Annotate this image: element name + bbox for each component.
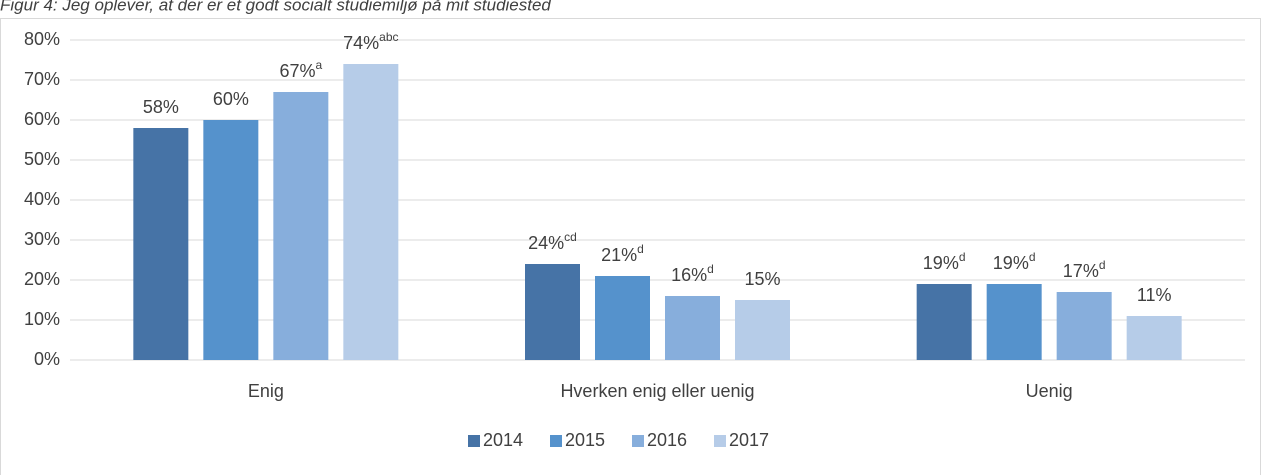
data-label-value: 11% [1137, 285, 1172, 305]
y-tick-label: 50% [24, 149, 60, 169]
y-tick-label: 70% [24, 69, 60, 89]
data-label-value: 15% [744, 269, 780, 289]
data-label-note: d [1029, 250, 1036, 264]
legend-label: 2016 [647, 430, 687, 450]
data-label-value: 21% [601, 245, 637, 265]
x-tick-label: Hverken enig eller uenig [560, 381, 754, 401]
data-label-value: 17% [1063, 261, 1099, 281]
y-tick-label: 60% [24, 109, 60, 129]
legend-swatch [632, 435, 644, 447]
data-label-value: 60% [213, 89, 249, 109]
data-label: 24%cd [528, 230, 577, 253]
data-label-note: a [316, 58, 323, 72]
bar [735, 300, 790, 360]
data-label-note: cd [564, 230, 577, 244]
data-label: 19%d [923, 250, 966, 273]
y-tick-label: 40% [24, 189, 60, 209]
bar [595, 276, 650, 360]
bar [133, 128, 189, 360]
data-label: 21%d [601, 242, 644, 265]
data-label: 58% [143, 97, 179, 117]
data-label: 67%a [279, 58, 322, 81]
y-tick-label: 0% [34, 349, 60, 369]
bar [343, 64, 399, 360]
data-label-note: d [1099, 258, 1106, 272]
bar [203, 120, 259, 360]
data-label: 60% [213, 89, 249, 109]
bar [665, 296, 720, 360]
y-tick-label: 20% [24, 269, 60, 289]
data-label: 11% [1137, 285, 1172, 305]
data-label-note: d [959, 250, 966, 264]
data-label: 16%d [671, 262, 714, 285]
x-tick-label: Enig [248, 381, 284, 401]
data-label-value: 19% [993, 253, 1029, 273]
data-label-value: 74% [343, 33, 379, 53]
bar [1056, 292, 1112, 360]
legend-label: 2014 [483, 430, 523, 450]
bar [273, 92, 329, 360]
legend-swatch [550, 435, 562, 447]
data-label: 19%d [993, 250, 1036, 273]
data-label-value: 16% [671, 265, 707, 285]
legend-label: 2017 [729, 430, 769, 450]
x-tick-label: Uenig [1026, 381, 1073, 401]
data-label: 17%d [1063, 258, 1106, 281]
bar [916, 284, 972, 360]
data-label-note: d [707, 262, 714, 276]
data-label-value: 58% [143, 97, 179, 117]
data-label-value: 24% [528, 233, 564, 253]
bar [1126, 316, 1182, 360]
data-label: 74%abc [343, 30, 398, 53]
data-label: 15% [744, 269, 780, 289]
data-label-note: d [637, 242, 644, 256]
chart-title: Figur 4: Jeg oplever, at der er et godt … [0, 0, 551, 14]
legend-label: 2015 [565, 430, 605, 450]
y-tick-label: 80% [24, 29, 60, 49]
bar [986, 284, 1042, 360]
data-label-value: 67% [279, 61, 315, 81]
legend-swatch [714, 435, 726, 447]
data-label-note: abc [379, 30, 398, 44]
y-tick-label: 30% [24, 229, 60, 249]
legend-swatch [468, 435, 480, 447]
bar [525, 264, 580, 360]
y-tick-label: 10% [24, 309, 60, 329]
data-label-value: 19% [923, 253, 959, 273]
